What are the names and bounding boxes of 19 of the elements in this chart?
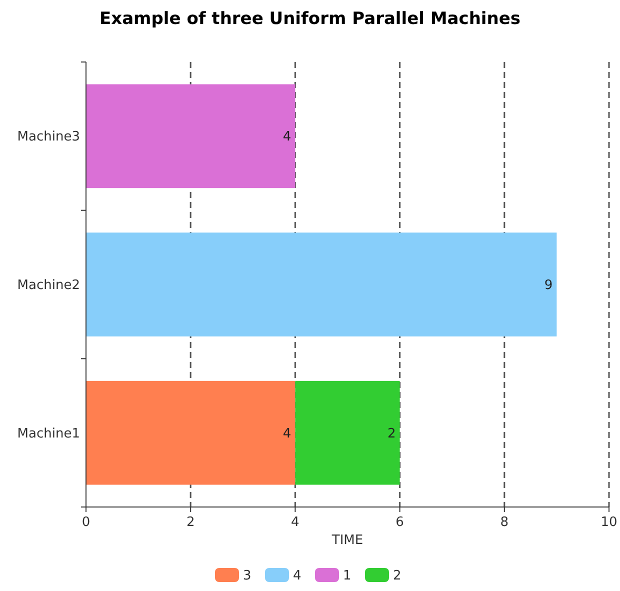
data-label: 2 — [388, 426, 396, 442]
x-tick-label: 8 — [500, 515, 509, 530]
x-tick-label: 10 — [600, 515, 618, 530]
legend-label: 2 — [393, 568, 402, 584]
y-tick-label: Machine3 — [17, 130, 80, 145]
data-label: 4 — [282, 426, 292, 442]
x-tick-label: 4 — [291, 515, 300, 530]
chart-title: Example of three Uniform Parallel Machines — [99, 9, 521, 29]
legend-label: 4 — [293, 568, 302, 584]
data-label: 4 — [282, 130, 292, 145]
y-tick-label: Machine1 — [17, 426, 80, 442]
legend-label: 1 — [343, 568, 352, 584]
x-tick-label: 6 — [396, 515, 404, 530]
x-tick-label: 2 — [186, 515, 195, 530]
x-axis-title: TIME — [330, 533, 364, 548]
legend-label: 3 — [243, 568, 252, 584]
y-tick-label: Machine2 — [17, 278, 80, 294]
x-tick-label: 0 — [82, 515, 90, 530]
data-label: 9 — [544, 278, 553, 294]
